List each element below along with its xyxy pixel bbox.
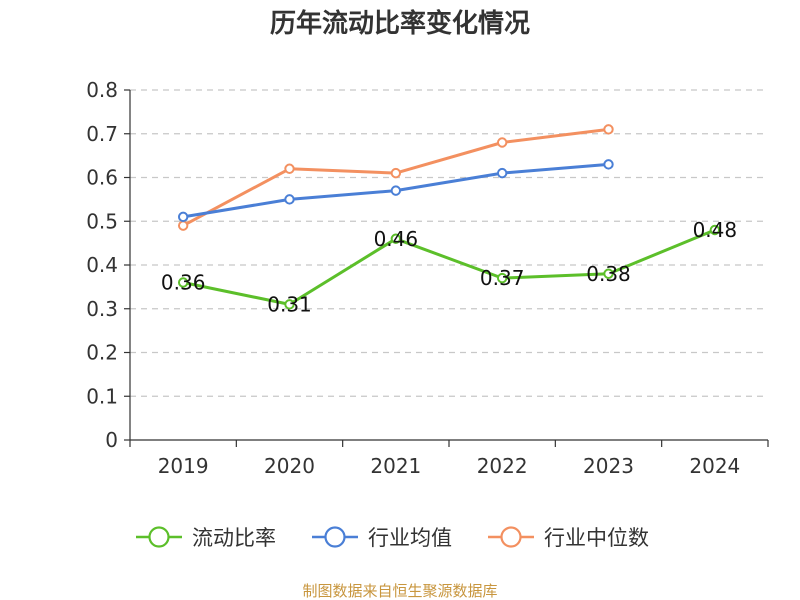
y-tick-label: 0.4 [86, 253, 118, 277]
data-point[interactable] [496, 137, 508, 148]
data-point[interactable] [390, 233, 402, 244]
y-tick-label: 0 [105, 428, 118, 452]
x-tick-label: 2019 [158, 454, 209, 478]
legend-label: 行业中位数 [544, 526, 649, 550]
data-point[interactable] [603, 159, 614, 170]
data-point[interactable] [284, 194, 295, 205]
data-label: 0.36 [161, 271, 206, 295]
y-tick-label: 0.8 [86, 78, 118, 102]
axes: 0 0.1 0.2 0.3 0.4 0.5 0.6 0.7 0.8 2019 2020 2021 202… [86, 78, 769, 478]
data-point[interactable] [603, 268, 614, 279]
data-label: 0.37 [480, 266, 525, 290]
data-point[interactable] [496, 272, 508, 284]
source-caption: 制图数据来自恒生聚源数据库 [302, 582, 497, 600]
data-point[interactable] [709, 224, 721, 236]
legend-label: 行业均值 [368, 526, 452, 550]
data-label: 0.38 [586, 262, 631, 286]
data-label: 0.31 [267, 292, 312, 316]
y-tick-label: 0.2 [86, 341, 118, 365]
legend-item-2[interactable]: 行业中位数 [488, 526, 649, 550]
legend-label: 流动比率 [192, 526, 276, 550]
x-tick-label: 2020 [264, 454, 315, 478]
x-tick-label: 2023 [583, 454, 634, 478]
chart-title: 历年流动比率变化情况 [270, 8, 530, 39]
y-tick-label: 0.7 [86, 122, 118, 146]
legend-item-0[interactable]: 流动比率 [136, 526, 276, 550]
data-point[interactable] [496, 167, 508, 179]
x-tick-label: 2024 [689, 454, 740, 478]
legend-marker-icon [148, 526, 170, 548]
legend-marker-icon [500, 526, 522, 548]
legend-marker-icon [324, 526, 346, 548]
data-point[interactable] [177, 277, 189, 288]
grid-lines [130, 89, 768, 397]
y-tick-label: 0.3 [86, 297, 118, 321]
legend[interactable]: 流动比率 行业均值 行业中位数 [136, 526, 649, 550]
series-line-0 [182, 228, 716, 306]
data-point[interactable] [603, 124, 614, 135]
y-tick-label: 0.6 [86, 166, 118, 190]
data-point[interactable] [177, 220, 189, 231]
data-point[interactable] [390, 185, 402, 196]
data-labels: 0.36 0.31 0.46 0.37 0.38 0.48 [161, 218, 737, 316]
legend-item-1[interactable]: 行业均值 [312, 526, 452, 550]
x-tick-label: 2022 [477, 454, 528, 478]
data-point[interactable] [390, 167, 402, 179]
data-label: 0.48 [693, 218, 738, 242]
data-point[interactable] [177, 211, 189, 223]
series-lines [177, 124, 721, 310]
y-tick-label: 0.1 [86, 384, 118, 408]
data-label: 0.46 [374, 227, 419, 251]
x-tick-label: 2021 [370, 454, 421, 478]
data-point[interactable] [284, 163, 295, 174]
data-point[interactable] [284, 299, 295, 310]
y-tick-label: 0.5 [86, 209, 118, 233]
